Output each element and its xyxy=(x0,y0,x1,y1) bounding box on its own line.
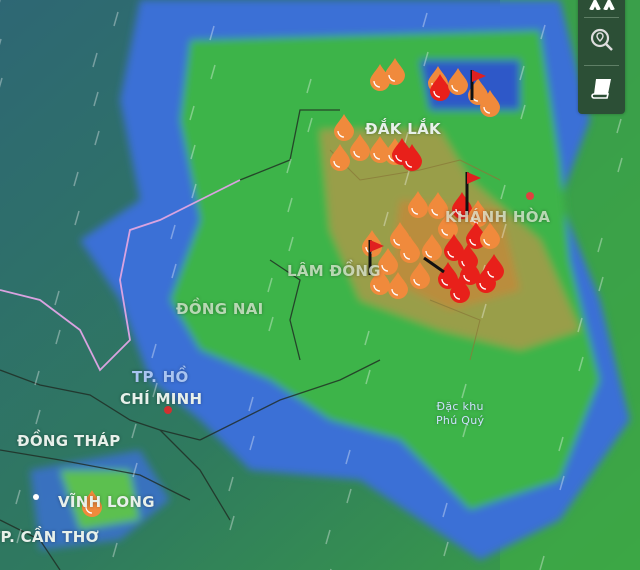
warning-flag-marker[interactable] xyxy=(467,172,481,184)
raindrop-highlight xyxy=(333,160,341,168)
label-phu-quy: Đặc khu Phú Quý xyxy=(436,400,484,428)
raindrop-highlight xyxy=(431,208,439,216)
raindrop-highlight xyxy=(479,282,487,290)
raindrop-highlight xyxy=(455,208,463,216)
label-can-tho: TP. CẦN THƠ xyxy=(0,528,99,546)
raindrop-highlight xyxy=(391,288,399,296)
label-phu-quy-1: Đặc khu xyxy=(436,400,484,413)
raindrop-highlight xyxy=(487,270,495,278)
raindrop-highlight xyxy=(441,228,449,236)
raindrop-highlight xyxy=(85,506,93,514)
guide-button[interactable] xyxy=(578,70,625,106)
raindrop-highlight xyxy=(453,292,461,300)
city-dot xyxy=(33,494,39,500)
label-vinh-long: VĨNH LONG xyxy=(58,493,155,511)
raindrop-highlight xyxy=(405,160,413,168)
label-hcm-1: TP. HỒ xyxy=(132,368,189,386)
raindrop-highlight xyxy=(388,74,396,82)
raindrop-highlight xyxy=(441,278,449,286)
raindrop-highlight xyxy=(483,238,491,246)
raindrop-highlight xyxy=(413,278,421,286)
raindrop-highlight xyxy=(469,238,477,246)
raindrop-highlight xyxy=(381,264,389,272)
raindrop-highlight xyxy=(365,246,373,254)
label-hcm-2: CHÍ MINH xyxy=(120,390,203,408)
raindrop-highlight xyxy=(471,216,479,224)
raindrop-highlight xyxy=(483,106,491,114)
warning-flag-marker[interactable] xyxy=(370,240,384,252)
layers-button[interactable] xyxy=(578,0,625,14)
raindrop-highlight xyxy=(373,80,381,88)
book-icon xyxy=(590,79,611,99)
city-marker xyxy=(526,192,534,200)
raindrop-highlight xyxy=(411,207,419,215)
label-dong-thap: ĐỒNG THÁP xyxy=(17,432,121,450)
raindrop-highlight xyxy=(447,250,455,258)
raindrop-highlight xyxy=(337,130,345,138)
flag-pole xyxy=(423,256,445,274)
label-dak-lak: ĐẮK LẮK xyxy=(365,120,441,138)
raindrop-highlight xyxy=(353,150,361,158)
raindrop-highlight xyxy=(373,152,381,160)
location-search-icon xyxy=(590,28,613,51)
raindrop-highlight xyxy=(463,274,471,282)
city-marker xyxy=(164,406,172,414)
raindrop-highlight xyxy=(393,238,401,246)
warning-flag-marker[interactable] xyxy=(472,70,486,82)
label-phu-quy-2: Phú Quý xyxy=(436,414,485,427)
raindrop-highlight xyxy=(425,250,433,258)
label-khanh-hoa: KHÁNH HÒA xyxy=(445,208,551,226)
raindrop-highlight xyxy=(433,90,441,98)
raindrop-highlight xyxy=(451,84,459,92)
raindrop-highlight xyxy=(395,154,403,162)
map-controls-panel xyxy=(578,0,625,114)
location-search-button[interactable] xyxy=(578,22,625,58)
raindrop-highlight xyxy=(403,252,411,260)
label-dong-nai: ĐỒNG NAI xyxy=(176,300,264,318)
layers-icon xyxy=(588,0,615,10)
label-lam-dong: LÂM ĐỒNG xyxy=(287,262,381,280)
raindrop-highlight xyxy=(373,284,381,292)
